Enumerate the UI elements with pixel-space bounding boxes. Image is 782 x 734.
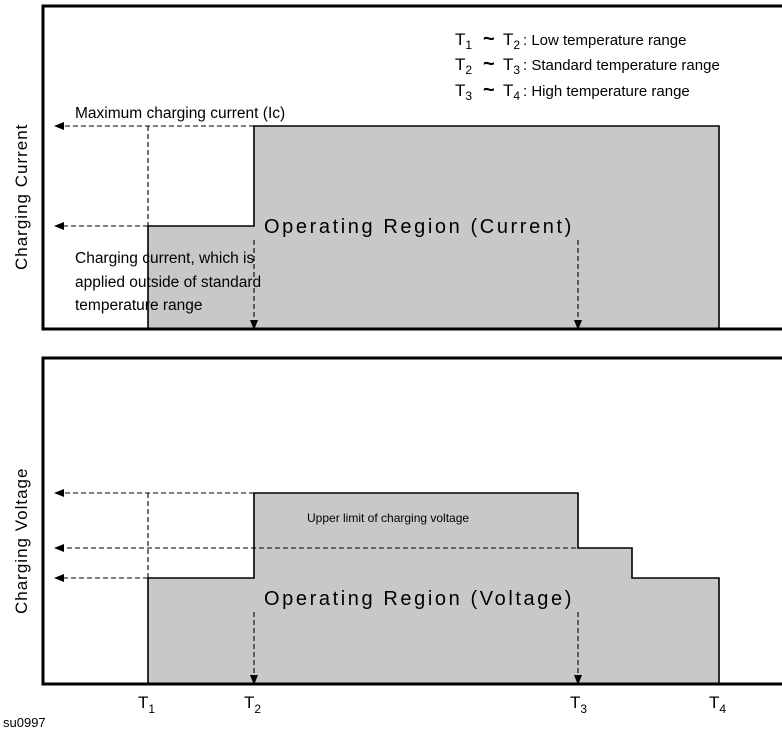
reduced-current-label-line1: Charging current, which is (75, 250, 254, 267)
voltage-panel: Upper limit of charging voltage Operatin… (12, 356, 782, 686)
svg-text:: High temperature range: : High temperature range (523, 83, 690, 100)
tick-t3: T3 (570, 693, 587, 716)
current-panel: Maximum charging current (Ic) Operating … (12, 4, 782, 331)
svg-text:T3: T3 (455, 81, 472, 103)
legend-row-high: T3 ~ T4 : High temperature range (455, 79, 690, 103)
svg-text:~: ~ (483, 28, 495, 50)
upper-limit-label: Upper limit of charging voltage (307, 511, 469, 525)
x-axis-ticks: T1 T2 T3 T4 (138, 693, 726, 716)
current-region-label: Operating Region (Current) (264, 216, 574, 238)
voltage-axis-title: Charging Voltage (12, 468, 31, 614)
svg-text:: Standard temperature range: : Standard temperature range (523, 57, 720, 74)
reduced-current-label-line2: applied outside of standard (75, 274, 261, 291)
legend-row-standard: T2 ~ T3 : Standard temperature range (455, 53, 720, 77)
tick-t4: T4 (709, 693, 726, 716)
legend-row-low: T1 ~ T2 : Low temperature range (455, 28, 686, 52)
svg-text:~: ~ (483, 79, 495, 101)
svg-text:~: ~ (483, 53, 495, 75)
current-panel-frame (41, 4, 782, 331)
max-current-label: Maximum charging current (Ic) (75, 105, 285, 122)
svg-text:: Low temperature range: : Low temperature range (523, 32, 686, 49)
svg-text:T4: T4 (503, 81, 520, 103)
figure-code: su0997 (3, 715, 46, 730)
tick-t1: T1 (138, 693, 155, 716)
svg-text:T3: T3 (503, 55, 520, 77)
voltage-region-label: Operating Region (Voltage) (264, 588, 574, 610)
svg-text:T2: T2 (503, 30, 520, 52)
svg-text:T1: T1 (455, 30, 472, 52)
current-axis-title: Charging Current (12, 124, 31, 270)
svg-text:T2: T2 (455, 55, 472, 77)
voltage-panel-frame (41, 356, 782, 686)
temperature-legend: T1 ~ T2 : Low temperature range T2 ~ T3 … (455, 28, 720, 103)
tick-t2: T2 (244, 693, 261, 716)
reduced-current-label-line3: temperature range (75, 297, 203, 314)
